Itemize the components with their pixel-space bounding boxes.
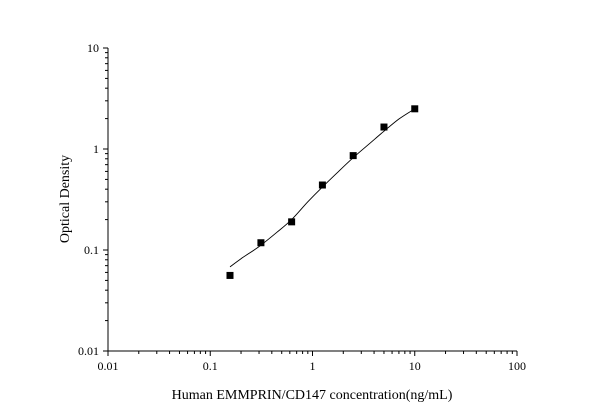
y-tick-label: 0.01 (78, 344, 99, 358)
data-point (349, 152, 357, 160)
axes-layer (107, 48, 517, 352)
ticks-layer: 0.01 0.1 1 10 100 0.01 0.1 1 10 (78, 41, 526, 373)
x-tick-label: 1 (310, 359, 316, 373)
x-tick-label: 0.1 (203, 359, 218, 373)
y-axis-title: Optical Density (58, 155, 73, 243)
y-tick-label: 1 (93, 142, 99, 156)
x-tick-label: 0.01 (98, 359, 119, 373)
data-point (226, 271, 234, 279)
data-point (318, 181, 326, 189)
data-point (257, 239, 265, 247)
x-tick-label: 10 (409, 359, 421, 373)
x-axis-title: Human EMMPRIN/CD147 concentration(ng/mL) (172, 388, 453, 403)
data-point (288, 218, 296, 226)
y-tick-label: 10 (87, 41, 99, 55)
y-tick-label: 0.1 (84, 243, 99, 257)
data-points-layer (226, 105, 419, 279)
x-tick-label: 100 (508, 359, 526, 373)
data-point (380, 123, 388, 131)
data-point (411, 105, 419, 113)
